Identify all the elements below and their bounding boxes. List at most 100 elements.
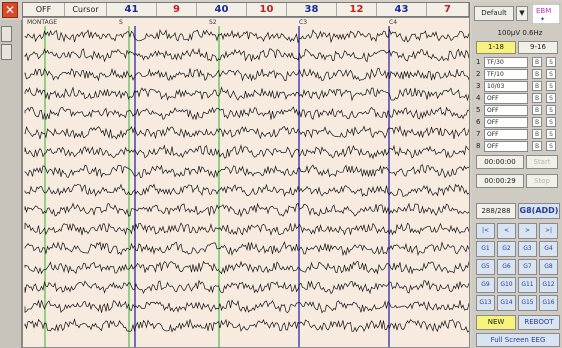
- new-button[interactable]: NEW: [476, 315, 516, 330]
- left-tool-panel: [0, 20, 22, 348]
- group-button-19[interactable]: G16: [539, 295, 558, 311]
- reboot-button[interactable]: REBOOT: [518, 315, 560, 330]
- channel-row-number: 7: [476, 130, 481, 138]
- channel-b-toggle[interactable]: B: [532, 141, 542, 151]
- eeg-channel-trace-13: [24, 279, 469, 295]
- channel-b-toggle[interactable]: B: [532, 93, 542, 103]
- channel-select[interactable]: OFF: [484, 105, 528, 116]
- channel-s-toggle[interactable]: S: [546, 81, 556, 91]
- group-button-0[interactable]: |<: [476, 223, 495, 239]
- group-button-7[interactable]: G4: [539, 241, 558, 257]
- channel-s-toggle[interactable]: S: [546, 129, 556, 139]
- chevron-down-icon: ▼: [519, 9, 525, 17]
- eeg-channel-trace-5: [24, 125, 469, 140]
- eeg-channel-trace-0: [24, 28, 469, 44]
- group-button-5[interactable]: G2: [497, 241, 516, 257]
- tab-8[interactable]: 43: [377, 3, 427, 16]
- channel-select[interactable]: 10/03: [484, 81, 528, 92]
- column-header-4: C4: [389, 19, 398, 26]
- start-button[interactable]: Start: [526, 155, 558, 169]
- channel-b-toggle[interactable]: B: [532, 117, 542, 127]
- toggle-1-8[interactable]: 1-18: [476, 41, 516, 54]
- toggle-9-16[interactable]: 9-16: [518, 41, 558, 54]
- eeg-channel-trace-11: [24, 241, 469, 257]
- eeg-channel-trace-3: [24, 86, 469, 102]
- eeg-channel-trace-2: [24, 67, 469, 82]
- left-tool-button[interactable]: [1, 26, 12, 42]
- group-button-3[interactable]: >|: [539, 223, 558, 239]
- group-button-6[interactable]: G3: [518, 241, 537, 257]
- dropdown-button[interactable]: ▼: [516, 6, 528, 21]
- channel-b-toggle[interactable]: B: [532, 81, 542, 91]
- eeg-channel-trace-4: [24, 106, 469, 121]
- column-header-3: C3: [299, 19, 308, 26]
- eeg-channel-trace-9: [24, 202, 469, 218]
- tab-7[interactable]: 12: [337, 3, 377, 16]
- group-button-16[interactable]: G13: [476, 295, 495, 311]
- stop-button[interactable]: Stop: [526, 174, 558, 188]
- group-button-1[interactable]: <: [497, 223, 516, 239]
- channel-b-toggle[interactable]: B: [532, 129, 542, 139]
- tab-1[interactable]: Cursor: [65, 3, 107, 16]
- tab-9[interactable]: 7: [427, 3, 469, 16]
- page-counter: 288/288: [476, 203, 516, 219]
- channel-row-number: 1: [476, 58, 481, 66]
- tab-6[interactable]: 38: [287, 3, 337, 16]
- close-button[interactable]: ✕: [2, 2, 18, 18]
- eeg-channel-trace-10: [24, 222, 469, 236]
- channel-s-toggle[interactable]: S: [546, 117, 556, 127]
- group-button-14[interactable]: G11: [518, 277, 537, 293]
- tab-5[interactable]: 10: [247, 3, 287, 16]
- group-button-18[interactable]: G15: [518, 295, 537, 311]
- channel-b-toggle[interactable]: B: [532, 69, 542, 79]
- group-button-4[interactable]: G1: [476, 241, 495, 257]
- channel-select[interactable]: OFF: [484, 129, 528, 140]
- group-button-13[interactable]: G10: [497, 277, 516, 293]
- close-icon: ✕: [4, 3, 16, 17]
- eeg-trace-area[interactable]: MONTAGE S S2 C3 C4: [22, 17, 470, 348]
- default-button[interactable]: Default: [474, 6, 514, 21]
- eeg-channel-trace-15: [24, 317, 469, 333]
- channel-s-toggle[interactable]: S: [546, 141, 556, 151]
- group-button-17[interactable]: G14: [497, 295, 516, 311]
- tab-4[interactable]: 40: [197, 3, 247, 16]
- channel-row-number: 5: [476, 106, 481, 114]
- channel-select[interactable]: OFF: [484, 93, 528, 104]
- group-button-10[interactable]: G7: [518, 259, 537, 275]
- eeg-traces-svg: [24, 26, 469, 347]
- column-header-2: S2: [209, 19, 217, 26]
- channel-s-toggle[interactable]: S: [546, 57, 556, 67]
- channel-s-toggle[interactable]: S: [546, 93, 556, 103]
- group-button-9[interactable]: G6: [497, 259, 516, 275]
- group-button-11[interactable]: G8: [539, 259, 558, 275]
- eeg-channel-trace-7: [24, 164, 469, 179]
- svg-text:✦: ✦: [540, 16, 545, 23]
- group-button-2[interactable]: >: [518, 223, 537, 239]
- group-button-15[interactable]: G12: [539, 277, 558, 293]
- channel-row-number: 2: [476, 70, 481, 78]
- tab-0[interactable]: OFF: [23, 3, 65, 16]
- channel-s-toggle[interactable]: S: [546, 69, 556, 79]
- left-tool-button-2[interactable]: [1, 44, 12, 60]
- channel-select[interactable]: OFF: [484, 141, 528, 152]
- ebm-logo-icon: EBM ✦: [531, 3, 561, 25]
- eeg-channel-trace-12: [24, 260, 469, 275]
- group-button-8[interactable]: G5: [476, 259, 495, 275]
- channel-b-toggle[interactable]: B: [532, 105, 542, 115]
- tab-3[interactable]: 9: [157, 3, 197, 16]
- full-screen-button[interactable]: Full Screen EEG: [476, 333, 560, 347]
- column-header-1: S: [119, 19, 123, 26]
- svg-text:EBM: EBM: [536, 7, 551, 15]
- channel-s-toggle[interactable]: S: [546, 105, 556, 115]
- time-display-1: 00:00:00: [476, 155, 524, 169]
- channel-select[interactable]: TF/10: [484, 69, 528, 80]
- eeg-channel-trace-8: [24, 183, 469, 198]
- column-header-0: MONTAGE: [27, 19, 58, 26]
- time-display-2: 00:00:29: [476, 174, 524, 188]
- channel-select[interactable]: OFF: [484, 117, 528, 128]
- group-button-12[interactable]: G9: [476, 277, 495, 293]
- channel-b-toggle[interactable]: B: [532, 57, 542, 67]
- channel-select[interactable]: TF/30: [484, 57, 528, 68]
- tab-2[interactable]: 41: [107, 3, 157, 16]
- eeg-channel-trace-1: [24, 47, 469, 63]
